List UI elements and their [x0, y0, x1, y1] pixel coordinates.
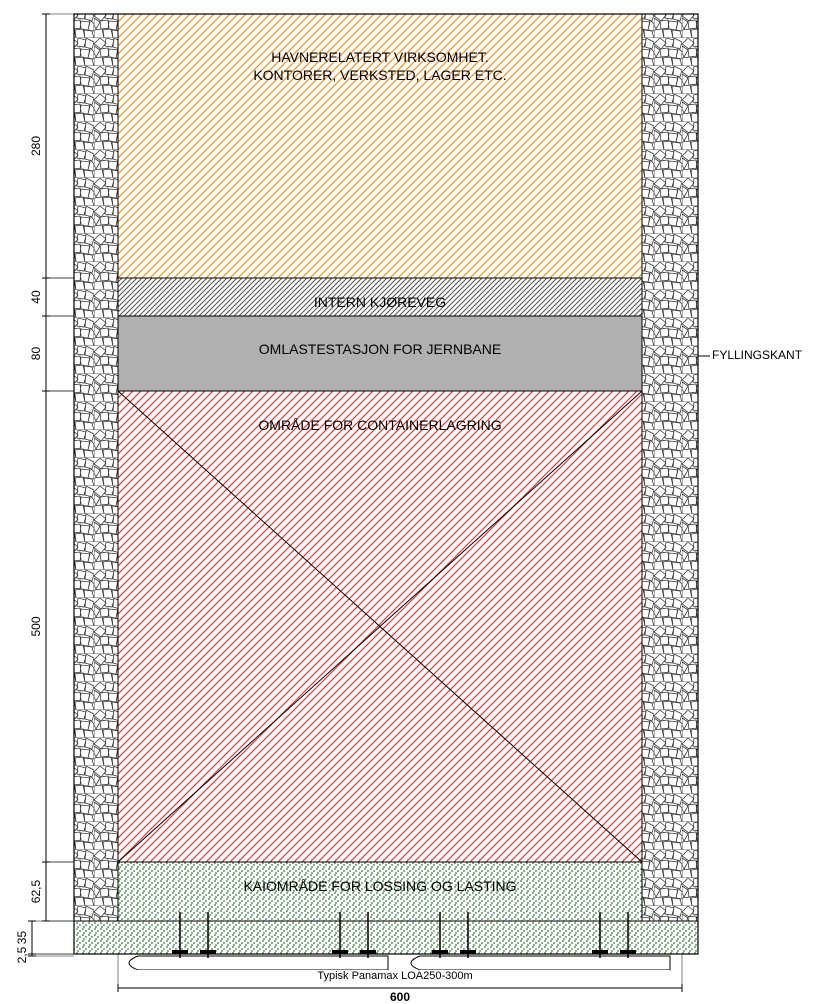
dim-v-280: 280	[29, 136, 43, 156]
crane-base	[592, 950, 608, 954]
diagram-svg: 280 40 80 500 62,5 352,5	[10, 10, 830, 994]
riprap-left	[74, 14, 118, 921]
dim-v-80: 80	[29, 347, 43, 361]
crane-base	[620, 950, 636, 954]
zone-orange	[118, 14, 642, 278]
crane-base	[432, 950, 448, 954]
harbor-plan-diagram: 280408050062,5352,5 HAVNERELATERT VIRKSO…	[10, 10, 830, 994]
ship-label: Typisk Panamax LOA250-300m	[120, 970, 670, 982]
ship-label-text: Typisk Panamax LOA250-300m	[317, 970, 472, 982]
callout-fyllingskant: FYLLINGSKANT	[712, 348, 802, 362]
dim-v-40: 40	[29, 290, 43, 304]
zone-kai-wide	[74, 862, 698, 921]
riprap-right	[642, 14, 698, 921]
dim-h-600: 600	[118, 990, 682, 1004]
callout-text: FYLLINGSKANT	[712, 348, 802, 362]
dim-v-2,5: 2,5	[15, 946, 29, 963]
crane-base	[332, 950, 348, 954]
dim-h-value: 600	[390, 990, 410, 1004]
ship-outline	[129, 956, 388, 970]
ship-outline	[411, 956, 670, 970]
zone-kai-apron	[74, 921, 698, 954]
zone-road	[118, 278, 642, 316]
dim-v-500: 500	[29, 616, 43, 636]
crane-base	[360, 950, 376, 954]
dim-v-35: 35	[15, 931, 29, 945]
crane-base	[460, 950, 476, 954]
zone-rail	[118, 316, 642, 391]
crane-base	[172, 950, 188, 954]
dim-v-62,5: 62,5	[29, 879, 43, 903]
crane-base	[200, 950, 216, 954]
